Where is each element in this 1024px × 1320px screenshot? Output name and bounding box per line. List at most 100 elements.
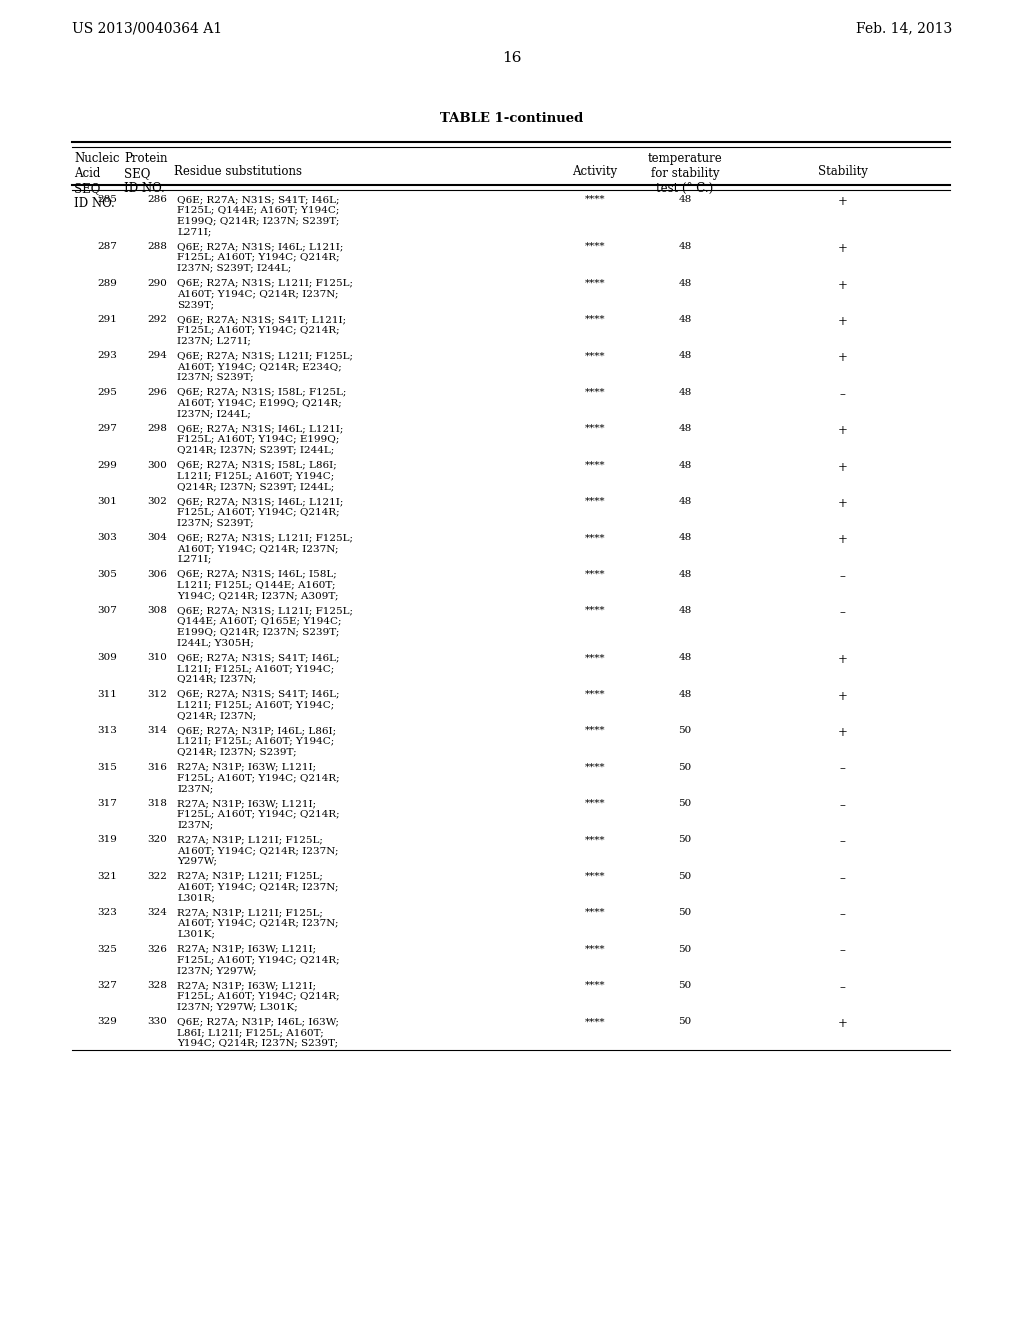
Text: 50: 50 [678,799,691,808]
Text: 310: 310 [147,653,167,663]
Text: ****: **** [585,461,605,470]
Text: ****: **** [585,908,605,917]
Text: R27A; N31P; L121I; F125L;
A160T; Y194C; Q214R; I237N;
Y297W;: R27A; N31P; L121I; F125L; A160T; Y194C; … [177,836,339,866]
Text: 318: 318 [147,799,167,808]
Text: +: + [838,195,848,209]
Text: 322: 322 [147,871,167,880]
Text: 50: 50 [678,981,691,990]
Text: 287: 287 [97,242,117,251]
Text: ****: **** [585,653,605,663]
Text: Protein
SEQ
ID NO.: Protein SEQ ID NO. [124,152,168,195]
Text: 313: 313 [97,726,117,735]
Text: ****: **** [585,279,605,288]
Text: 314: 314 [147,726,167,735]
Text: 296: 296 [147,388,167,397]
Text: 304: 304 [147,533,167,543]
Text: 289: 289 [97,279,117,288]
Text: 320: 320 [147,836,167,845]
Text: Nucleic
Acid
SEQ
ID NO.: Nucleic Acid SEQ ID NO. [74,152,120,210]
Text: 50: 50 [678,945,691,953]
Text: –: – [840,981,846,994]
Text: 16: 16 [502,51,522,65]
Text: 303: 303 [97,533,117,543]
Text: –: – [840,836,846,849]
Text: 48: 48 [678,279,691,288]
Text: 301: 301 [97,498,117,506]
Text: 290: 290 [147,279,167,288]
Text: 48: 48 [678,388,691,397]
Text: 293: 293 [97,351,117,360]
Text: Q6E; R27A; N31S; S41T; I46L;
L121I; F125L; A160T; Y194C;
Q214R; I237N;: Q6E; R27A; N31S; S41T; I46L; L121I; F125… [177,690,340,721]
Text: 312: 312 [147,690,167,698]
Text: Q6E; R27A; N31S; I46L; L121I;
F125L; A160T; Y194C; Q214R;
I237N; S239T; I244L;: Q6E; R27A; N31S; I46L; L121I; F125L; A16… [177,242,343,273]
Text: 319: 319 [97,836,117,845]
Text: 305: 305 [97,570,117,578]
Text: +: + [838,424,848,437]
Text: –: – [840,908,846,921]
Text: Feb. 14, 2013: Feb. 14, 2013 [856,21,952,36]
Text: ****: **** [585,1018,605,1027]
Text: Q6E; R27A; N31P; I46L; L86I;
L121I; F125L; A160T; Y194C;
Q214R; I237N; S239T;: Q6E; R27A; N31P; I46L; L86I; L121I; F125… [177,726,336,756]
Text: 48: 48 [678,533,691,543]
Text: ****: **** [585,388,605,397]
Text: –: – [840,945,846,957]
Text: ****: **** [585,498,605,506]
Text: +: + [838,533,848,546]
Text: ****: **** [585,533,605,543]
Text: +: + [838,315,848,327]
Text: 315: 315 [97,763,117,772]
Text: 299: 299 [97,461,117,470]
Text: R27A; N31P; I63W; L121I;
F125L; A160T; Y194C; Q214R;
I237N;: R27A; N31P; I63W; L121I; F125L; A160T; Y… [177,763,340,793]
Text: 48: 48 [678,570,691,578]
Text: ****: **** [585,315,605,323]
Text: 50: 50 [678,871,691,880]
Text: 285: 285 [97,195,117,205]
Text: Q6E; R27A; N31S; L121I; F125L;
A160T; Y194C; Q214R; I237N;
S239T;: Q6E; R27A; N31S; L121I; F125L; A160T; Y1… [177,279,353,309]
Text: ****: **** [585,763,605,772]
Text: R27A; N31P; I63W; L121I;
F125L; A160T; Y194C; Q214R;
I237N;: R27A; N31P; I63W; L121I; F125L; A160T; Y… [177,799,340,829]
Text: 291: 291 [97,315,117,323]
Text: –: – [840,570,846,583]
Text: Residue substitutions: Residue substitutions [174,165,302,178]
Text: Q6E; R27A; N31S; I58L; L86I;
L121I; F125L; A160T; Y194C;
Q214R; I237N; S239T; I2: Q6E; R27A; N31S; I58L; L86I; L121I; F125… [177,461,337,491]
Text: 297: 297 [97,424,117,433]
Text: Stability: Stability [817,165,867,178]
Text: Q6E; R27A; N31S; L121I; F125L;
A160T; Y194C; Q214R; I237N;
L271I;: Q6E; R27A; N31S; L121I; F125L; A160T; Y1… [177,533,353,564]
Text: ****: **** [585,424,605,433]
Text: US 2013/0040364 A1: US 2013/0040364 A1 [72,21,222,36]
Text: ****: **** [585,570,605,578]
Text: 48: 48 [678,242,691,251]
Text: TABLE 1-continued: TABLE 1-continued [440,112,584,125]
Text: ****: **** [585,799,605,808]
Text: ****: **** [585,945,605,953]
Text: Q6E; R27A; N31S; S41T; L121I;
F125L; A160T; Y194C; Q214R;
I237N; L271I;: Q6E; R27A; N31S; S41T; L121I; F125L; A16… [177,315,346,346]
Text: 329: 329 [97,1018,117,1027]
Text: –: – [840,799,846,812]
Text: –: – [840,606,846,619]
Text: 48: 48 [678,690,691,698]
Text: 327: 327 [97,981,117,990]
Text: 50: 50 [678,1018,691,1027]
Text: 295: 295 [97,388,117,397]
Text: temperature
for stability
test (° C.): temperature for stability test (° C.) [647,152,722,195]
Text: ****: **** [585,195,605,205]
Text: 323: 323 [97,908,117,917]
Text: ****: **** [585,242,605,251]
Text: R27A; N31P; L121I; F125L;
A160T; Y194C; Q214R; I237N;
L301R;: R27A; N31P; L121I; F125L; A160T; Y194C; … [177,871,339,903]
Text: 50: 50 [678,726,691,735]
Text: Q6E; R27A; N31S; L121I; F125L;
Q144E; A160T; Q165E; Y194C;
E199Q; Q214R; I237N; : Q6E; R27A; N31S; L121I; F125L; Q144E; A1… [177,606,353,647]
Text: +: + [838,653,848,667]
Text: 50: 50 [678,836,691,845]
Text: +: + [838,726,848,739]
Text: Q6E; R27A; N31S; I46L; L121I;
F125L; A160T; Y194C; E199Q;
Q214R; I237N; S239T; I: Q6E; R27A; N31S; I46L; L121I; F125L; A16… [177,424,343,454]
Text: 306: 306 [147,570,167,578]
Text: Q6E; R27A; N31S; S41T; I46L;
F125L; Q144E; A160T; Y194C;
E199Q; Q214R; I237N; S2: Q6E; R27A; N31S; S41T; I46L; F125L; Q144… [177,195,340,236]
Text: Q6E; R27A; N31S; L121I; F125L;
A160T; Y194C; Q214R; E234Q;
I237N; S239T;: Q6E; R27A; N31S; L121I; F125L; A160T; Y1… [177,351,353,381]
Text: 286: 286 [147,195,167,205]
Text: Q6E; R27A; N31S; I46L; L121I;
F125L; A160T; Y194C; Q214R;
I237N; S239T;: Q6E; R27A; N31S; I46L; L121I; F125L; A16… [177,498,343,528]
Text: 48: 48 [678,606,691,615]
Text: 300: 300 [147,461,167,470]
Text: ****: **** [585,726,605,735]
Text: 309: 309 [97,653,117,663]
Text: 321: 321 [97,871,117,880]
